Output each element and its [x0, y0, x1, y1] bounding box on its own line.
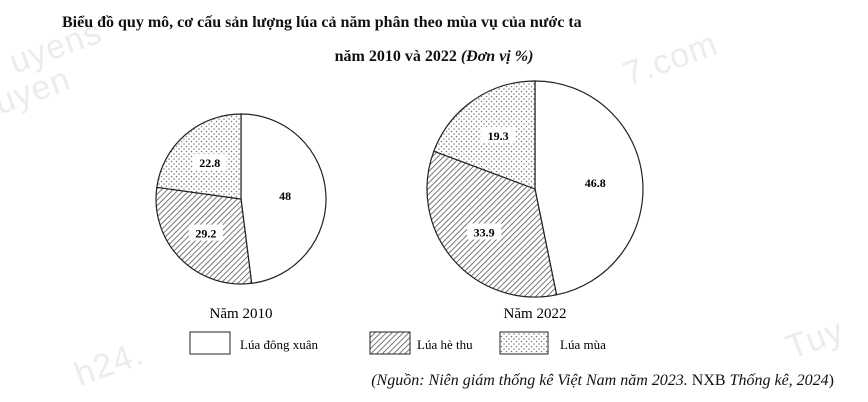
source-text-3: Thống kê, 2024 — [729, 372, 829, 389]
data-label-bg-2022-dong-xuan — [578, 173, 613, 190]
pie-2010-title: Năm 2010 — [210, 306, 273, 322]
data-label-bg-2010-mua — [192, 154, 227, 171]
legend-label-dong-xuan: Lúa đông xuân — [240, 337, 318, 352]
pie-2010: 48 29.2 22.8 — [155, 113, 327, 285]
legend-swatch-dong-xuan — [189, 331, 231, 355]
data-label-bg-2022-he-thu — [467, 223, 502, 240]
legend-label-mua: Lúa mùa — [560, 337, 606, 352]
chart-title-line1: Biểu đồ quy mô, cơ cấu sản lượng lúa cả … — [62, 14, 582, 31]
data-label-2022-he-thu: 33.9 — [474, 226, 495, 240]
data-label-2010-mua: 22.8 — [199, 156, 220, 170]
unit-label: (Đơn vị %) — [460, 48, 534, 65]
pie-2022: 46.8 33.9 19.3 — [426, 80, 644, 298]
data-label-bg-2022-mua — [481, 126, 516, 143]
source-text-4: ) — [828, 372, 834, 389]
data-label-2010-dong-xuan: 48 — [279, 189, 291, 203]
pie-2022-title: Năm 2022 — [504, 306, 567, 322]
data-label-2022-mua: 19.3 — [488, 129, 509, 143]
source-note: (Nguồn: Niên giám thống kê Việt Nam năm … — [371, 372, 834, 390]
legend-swatch-he-thu — [369, 331, 411, 355]
data-label-bg-2010-he-thu — [188, 224, 223, 241]
legend-swatch-mua — [499, 331, 549, 355]
data-label-2010-he-thu: 29.2 — [195, 227, 216, 241]
source-text-2: NXB — [691, 372, 726, 389]
title-year-text: năm 2010 và 2022 — [334, 48, 457, 65]
data-label-2022-dong-xuan: 46.8 — [585, 176, 606, 190]
legend-label-he-thu: Lúa hè thu — [417, 337, 473, 352]
chart-title-line2: năm 2010 và 2022 (Đơn vị %) — [0, 48, 868, 66]
source-text-1: (Nguồn: Niên giám thống kê Việt Nam năm … — [371, 372, 688, 389]
legend: Lúa đông xuân Lúa hè thu Lúa mùa — [189, 331, 606, 355]
data-label-bg-2010-dong-xuan — [275, 187, 296, 204]
